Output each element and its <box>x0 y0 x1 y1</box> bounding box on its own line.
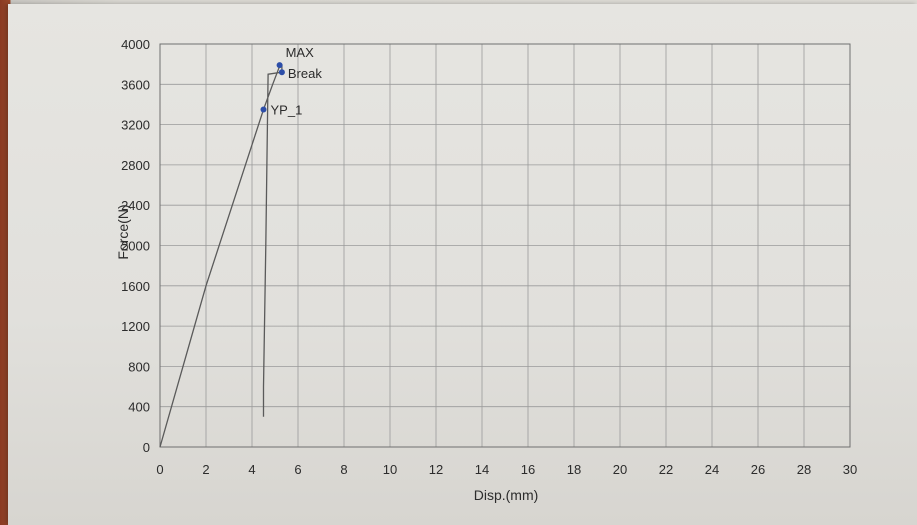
x-tick-label: 24 <box>705 462 719 477</box>
y-tick-label: 1600 <box>121 279 150 294</box>
x-tick-label: 4 <box>248 462 255 477</box>
point-marker-break <box>278 69 285 76</box>
plot-frame <box>159 43 851 448</box>
point-marker-yp_1 <box>260 106 267 113</box>
x-tick-label: 2 <box>202 462 209 477</box>
x-tick-label: 16 <box>521 462 535 477</box>
y-tick-label: 2000 <box>121 239 150 254</box>
y-tick-label: 4000 <box>121 37 150 52</box>
y-tick-label: 800 <box>128 359 150 374</box>
x-axis-label: Disp.(mm) <box>474 487 539 503</box>
x-tick-label: 26 <box>751 462 765 477</box>
x-tick-label: 10 <box>383 462 397 477</box>
x-tick-label: 18 <box>567 462 581 477</box>
point-label-break: Break <box>288 66 322 81</box>
y-axis-label: Force(N) <box>115 204 131 259</box>
marked-points: MAX Break YP_1 <box>260 45 322 117</box>
axes: 0 2 4 6 8 10 12 14 16 18 20 22 24 26 28 300400800120016… <box>121 37 857 477</box>
x-tick-label: 12 <box>429 462 443 477</box>
x-tick-label: 6 <box>294 462 301 477</box>
x-tick-label: 0 <box>156 462 163 477</box>
point-marker-max <box>276 62 283 69</box>
series-line <box>159 64 283 448</box>
y-tick-label: 3200 <box>121 118 150 133</box>
point-label-max: MAX <box>286 45 315 60</box>
y-tick-label: 0 <box>143 440 150 455</box>
point-label-yp_1: YP_1 <box>271 102 303 117</box>
x-tick-label: 14 <box>475 462 489 477</box>
y-tick-label: 2800 <box>121 158 150 173</box>
grid <box>159 43 851 448</box>
x-tick-label: 20 <box>613 462 627 477</box>
x-tick-label: 28 <box>797 462 811 477</box>
y-tick-label: 3600 <box>121 77 150 92</box>
y-tick-label: 1200 <box>121 319 150 334</box>
x-tick-label: 8 <box>340 462 347 477</box>
x-tick-label: 30 <box>843 462 857 477</box>
y-tick-label: 2400 <box>121 198 150 213</box>
y-tick-label: 400 <box>128 400 150 415</box>
series <box>159 64 283 448</box>
x-tick-label: 22 <box>659 462 673 477</box>
